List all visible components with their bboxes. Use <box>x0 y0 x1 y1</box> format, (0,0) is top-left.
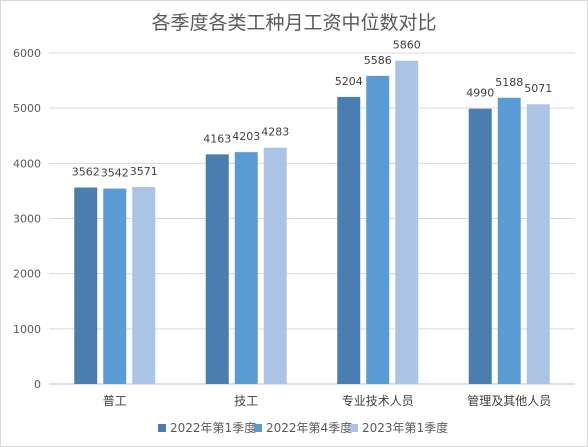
data-label: 3571 <box>130 165 158 178</box>
legend-label: 2022年第4季度 <box>266 420 352 435</box>
bar <box>132 186 156 384</box>
bar <box>74 187 98 384</box>
x-tick-label: 管理及其他人员 <box>467 393 551 408</box>
y-tick-label: 0 <box>34 378 41 391</box>
bar <box>263 147 287 384</box>
data-label: 3542 <box>101 167 129 180</box>
bars <box>74 60 550 385</box>
data-label: 4283 <box>261 126 289 139</box>
legend-label: 2022年第1季度 <box>170 420 256 435</box>
gridlines <box>49 52 575 385</box>
legend-swatch <box>350 424 358 432</box>
chart-title: 各季度各类工种月工资中位数对比 <box>151 12 436 34</box>
legend-swatch <box>254 424 262 432</box>
y-tick-label: 6000 <box>13 47 41 60</box>
y-axis-ticks: 0 1000 2000 3000 4000 5000 6000 <box>13 47 41 391</box>
y-tick-label: 2000 <box>13 268 41 281</box>
x-axis-ticks: 普工 技工 专业技术人员 管理及其他人员 <box>103 393 552 408</box>
bar <box>103 188 127 384</box>
x-tick-label: 普工 <box>103 394 127 408</box>
data-label: 4990 <box>466 87 494 100</box>
bar <box>395 60 419 385</box>
data-label: 5860 <box>393 39 421 52</box>
bar <box>468 108 492 385</box>
data-label: 4203 <box>232 130 260 143</box>
data-label: 5204 <box>335 75 363 88</box>
bar <box>526 104 550 385</box>
y-tick-label: 3000 <box>13 213 41 226</box>
bar <box>234 152 258 384</box>
x-tick-label: 技工 <box>234 394 258 408</box>
bar <box>366 75 390 385</box>
legend: 2022年第1季度 2022年第4季度 2023年第1季度 <box>158 420 448 435</box>
data-label: 5188 <box>495 76 523 89</box>
y-tick-label: 5000 <box>13 102 41 115</box>
legend-label: 2023年第1季度 <box>362 420 448 435</box>
y-tick-label: 1000 <box>13 323 41 336</box>
bar <box>337 96 361 385</box>
data-label: 5586 <box>364 54 392 67</box>
legend-swatch <box>158 424 166 432</box>
x-tick-label: 专业技术人员 <box>342 393 414 408</box>
bar <box>497 97 521 384</box>
y-tick-label: 4000 <box>13 157 41 170</box>
bar <box>205 154 229 384</box>
data-label: 3562 <box>72 165 100 178</box>
data-label: 4163 <box>203 132 231 145</box>
data-label: 5071 <box>524 82 552 95</box>
